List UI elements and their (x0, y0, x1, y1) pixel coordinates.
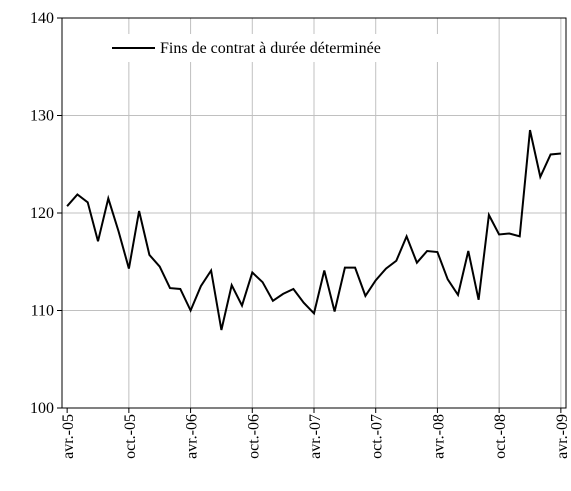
y-tick-label: 140 (30, 10, 54, 27)
x-tick-label: avr.-09 (554, 414, 571, 459)
x-tick-label: oct.-08 (492, 414, 509, 459)
y-tick-label: 110 (31, 303, 54, 320)
x-tick-label: avr.-07 (307, 414, 324, 459)
legend-label: Fins de contrat à durée déterminée (160, 40, 381, 57)
x-tick-label: oct.-05 (122, 414, 139, 459)
line-series (66, 129, 561, 331)
x-tick-label: avr.-05 (60, 414, 77, 459)
y-tick-label: 120 (30, 205, 54, 222)
x-tick-label: avr.-06 (184, 414, 201, 459)
plot-frame (61, 17, 567, 409)
x-tick-label: oct.-07 (369, 414, 386, 459)
legend-box (106, 34, 462, 62)
x-tick-label: oct.-06 (245, 414, 262, 459)
y-tick-label: 100 (30, 400, 54, 417)
y-tick-label: 130 (30, 108, 54, 125)
x-tick-label: avr.-08 (430, 414, 447, 459)
